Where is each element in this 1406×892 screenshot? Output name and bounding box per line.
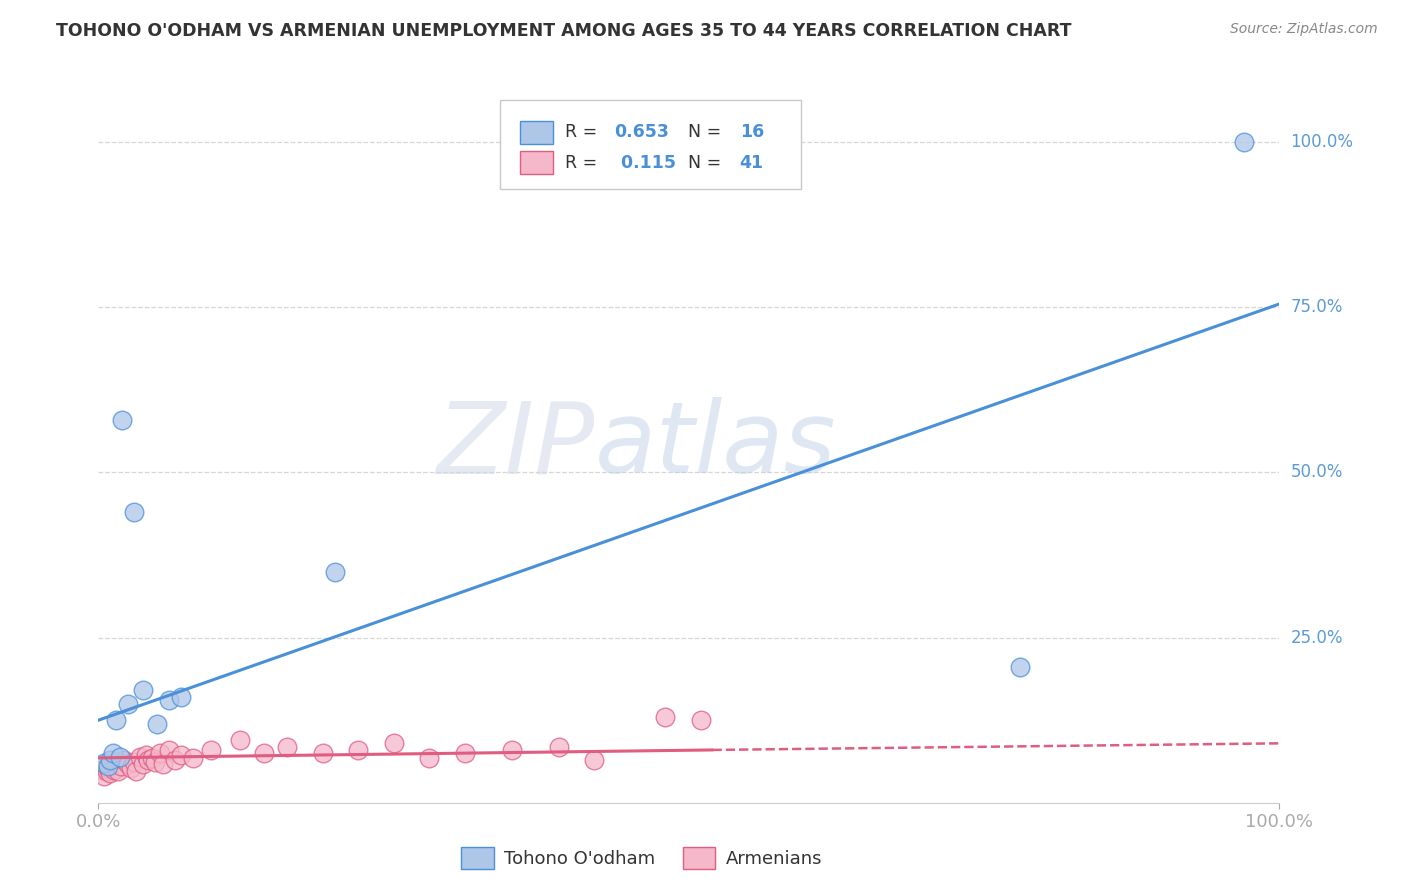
Point	[105, 756, 128, 771]
Point	[157, 743, 180, 757]
FancyBboxPatch shape	[520, 151, 553, 174]
Point	[347, 743, 370, 757]
Point	[149, 746, 172, 760]
Point	[548, 739, 571, 754]
Point	[98, 753, 121, 767]
Point	[108, 749, 131, 764]
Legend: Tohono O'odham, Armenians: Tohono O'odham, Armenians	[454, 839, 830, 876]
Text: 16: 16	[740, 123, 763, 141]
Point	[146, 716, 169, 731]
Point	[107, 764, 129, 778]
Point	[165, 753, 187, 767]
Point	[112, 753, 135, 767]
Point	[136, 753, 159, 767]
Point	[128, 749, 150, 764]
Point	[323, 565, 346, 579]
Text: atlas: atlas	[595, 398, 837, 494]
Text: 25.0%: 25.0%	[1291, 629, 1343, 647]
Point	[170, 690, 193, 704]
Point	[93, 756, 115, 771]
Text: 75.0%: 75.0%	[1291, 298, 1343, 317]
Point	[101, 746, 124, 760]
Point	[141, 751, 163, 765]
Text: ZIP: ZIP	[436, 398, 595, 494]
Point	[132, 757, 155, 772]
Point	[157, 693, 180, 707]
Point	[501, 743, 523, 757]
Point	[105, 713, 128, 727]
Text: Source: ZipAtlas.com: Source: ZipAtlas.com	[1230, 22, 1378, 37]
Point	[1233, 135, 1256, 149]
Point	[111, 412, 134, 426]
Point	[103, 763, 125, 777]
Point	[654, 710, 676, 724]
Text: 100.0%: 100.0%	[1291, 133, 1354, 151]
Point	[121, 761, 143, 775]
Point	[110, 759, 132, 773]
Point	[122, 505, 145, 519]
Point	[117, 757, 139, 772]
Text: 0.653: 0.653	[614, 123, 669, 141]
Point	[98, 766, 121, 780]
Point	[97, 759, 120, 773]
Point	[200, 743, 222, 757]
Point	[1008, 660, 1031, 674]
Point	[229, 733, 252, 747]
Point	[181, 751, 204, 765]
Point	[91, 763, 114, 777]
Text: N =: N =	[678, 153, 727, 171]
Text: 50.0%: 50.0%	[1291, 464, 1343, 482]
Text: R =: R =	[565, 153, 603, 171]
Point	[96, 764, 118, 778]
Text: R =: R =	[565, 123, 603, 141]
Point	[583, 753, 606, 767]
Text: 0.115: 0.115	[614, 153, 675, 171]
Text: 41: 41	[740, 153, 763, 171]
FancyBboxPatch shape	[501, 100, 801, 189]
Point	[117, 697, 139, 711]
Point	[276, 739, 298, 754]
Point	[418, 751, 440, 765]
Text: TOHONO O'ODHAM VS ARMENIAN UNEMPLOYMENT AMONG AGES 35 TO 44 YEARS CORRELATION CH: TOHONO O'ODHAM VS ARMENIAN UNEMPLOYMENT …	[56, 22, 1071, 40]
Point	[100, 759, 122, 773]
Point	[689, 713, 711, 727]
Point	[125, 764, 148, 778]
Point	[453, 746, 475, 760]
Point	[122, 755, 145, 769]
Text: N =: N =	[678, 123, 727, 141]
Point	[170, 748, 193, 763]
Point	[135, 748, 157, 763]
Point	[93, 769, 115, 783]
Point	[312, 746, 335, 760]
Point	[132, 683, 155, 698]
Point	[382, 736, 405, 750]
Point	[97, 761, 120, 775]
Point	[152, 757, 174, 772]
Point	[143, 755, 166, 769]
FancyBboxPatch shape	[520, 120, 553, 144]
Point	[253, 746, 276, 760]
